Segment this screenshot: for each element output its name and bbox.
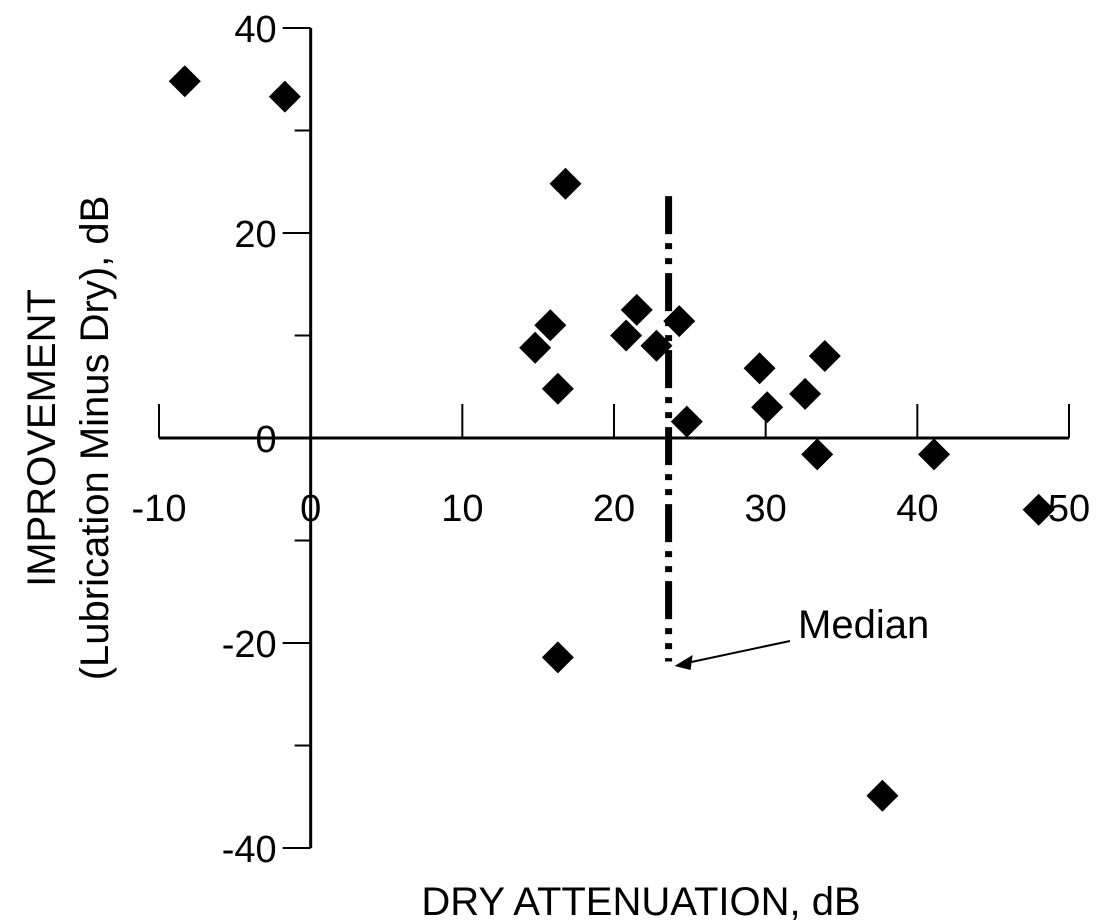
x-tick-label: 40 bbox=[896, 488, 938, 530]
data-point bbox=[808, 340, 841, 372]
data-point bbox=[663, 305, 696, 338]
y-axis-subtitle: (Lubrication Minus Dry), dB bbox=[73, 196, 117, 681]
y-tick-label: 20 bbox=[234, 214, 276, 256]
median-label: Median bbox=[798, 603, 929, 647]
y-tick-label: -20 bbox=[222, 624, 277, 666]
data-point bbox=[549, 167, 582, 200]
x-tick-label: 30 bbox=[745, 488, 787, 530]
axes bbox=[158, 27, 1070, 849]
y-tick-label: 0 bbox=[256, 419, 277, 461]
data-point bbox=[541, 641, 574, 674]
x-tick-label: 50 bbox=[1048, 488, 1090, 530]
median-group: Median bbox=[665, 196, 929, 670]
data-points bbox=[168, 65, 1055, 812]
x-tick-label: 20 bbox=[593, 488, 635, 530]
data-point bbox=[519, 331, 552, 364]
data-point bbox=[640, 329, 673, 362]
data-point bbox=[751, 391, 784, 424]
median-arrowhead bbox=[674, 655, 693, 670]
data-point bbox=[541, 372, 574, 405]
data-point bbox=[1022, 493, 1055, 526]
data-point bbox=[620, 293, 653, 326]
median-arrow bbox=[686, 640, 791, 664]
data-point bbox=[866, 779, 899, 812]
y-tick-label: -40 bbox=[222, 829, 277, 871]
data-point bbox=[610, 319, 643, 352]
x-tick-label: 0 bbox=[300, 488, 321, 530]
data-point bbox=[534, 309, 567, 342]
y-tick-label: 40 bbox=[234, 9, 276, 51]
data-point bbox=[168, 65, 201, 98]
x-tick-label: 10 bbox=[441, 488, 483, 530]
data-point bbox=[670, 405, 703, 438]
data-point bbox=[801, 438, 834, 471]
data-point bbox=[918, 438, 951, 471]
y-axis-title: IMPROVEMENT bbox=[20, 289, 64, 587]
data-point bbox=[743, 352, 776, 385]
data-point bbox=[789, 377, 822, 410]
tick-labels: -40 -20 0 20 40 -10 0 10 20 30 40 50 bbox=[132, 9, 1091, 871]
x-tick-label: -10 bbox=[132, 488, 187, 530]
data-point bbox=[268, 80, 301, 113]
x-axis-title: DRY ATTENUATION, dB bbox=[421, 880, 860, 923]
